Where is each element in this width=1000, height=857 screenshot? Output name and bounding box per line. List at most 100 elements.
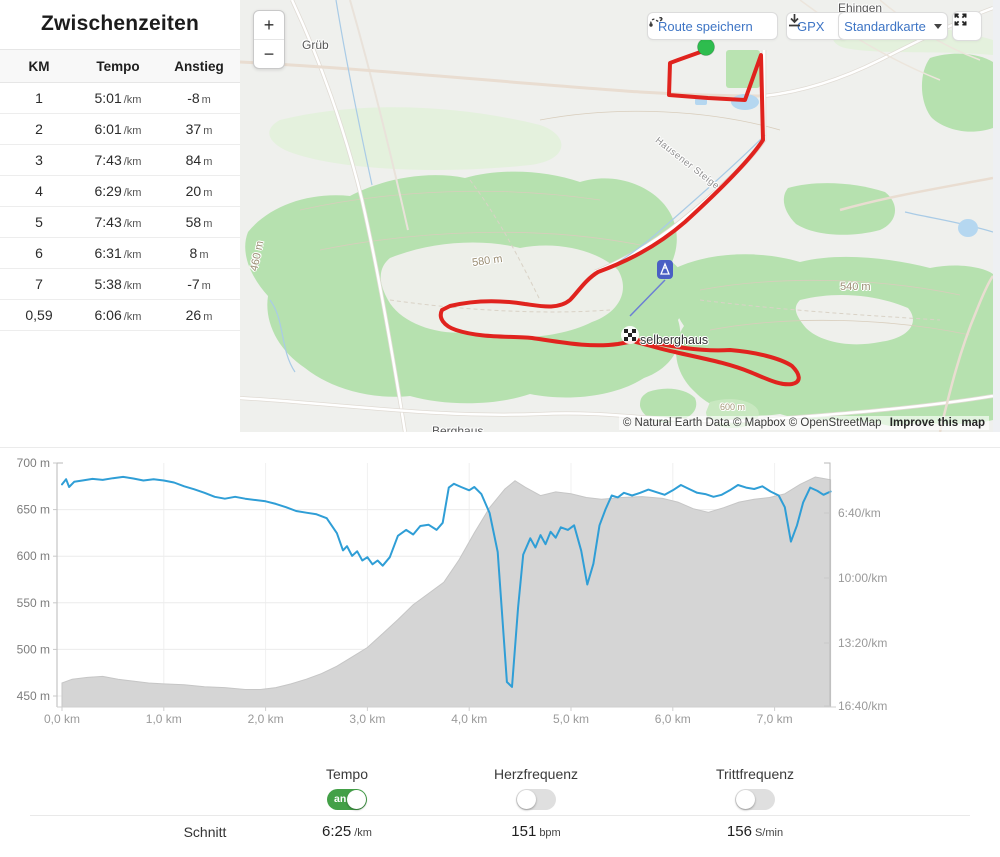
save-route-label: Route speichern — [658, 18, 753, 34]
zoom-out-button[interactable]: − — [254, 39, 284, 68]
average-cadence-value: 156 — [726, 823, 752, 840]
axis-tick-label: 650 m — [17, 503, 50, 517]
fullscreen-icon — [954, 13, 967, 26]
table-row[interactable]: 6 6:31/km 8 m — [0, 237, 240, 269]
splits-table: KM Tempo Anstieg 1 5:01/km -8 m 2 6:01/km 37 m 3… — [0, 49, 240, 331]
map-label-village: Grüb — [302, 38, 329, 52]
map-label-contour-540: 540 m — [840, 281, 871, 293]
heartrate-toggle[interactable] — [516, 789, 556, 810]
tempo-cell: 6:31/km — [78, 237, 158, 269]
axis-tick-label: 1,0 km — [146, 712, 182, 726]
table-row[interactable]: 1 5:01/km -8 m — [0, 82, 240, 114]
summary-divider — [30, 815, 970, 816]
heartrate-label: Herzfrequenz — [493, 766, 579, 782]
axis-tick-label: 6:40/km — [838, 506, 881, 520]
table-row[interactable]: 4 6:29/km 20 m — [0, 175, 240, 207]
viewpoint-poi-icon — [657, 260, 673, 279]
cadence-label: Trittfrequenz — [715, 766, 795, 782]
axis-tick-label: 5,0 km — [553, 712, 589, 726]
col-header-tempo: Tempo — [78, 49, 158, 83]
scrollbar[interactable] — [993, 0, 1000, 432]
toggle-state-label: an — [334, 793, 347, 805]
km-cell: 5 — [0, 206, 78, 238]
axis-tick-label: 450 m — [17, 689, 50, 703]
route-icon — [649, 16, 663, 27]
col-header-km: KM — [0, 49, 78, 83]
toggle-knob — [517, 790, 536, 809]
map-label-town: Ehingen — [838, 1, 883, 15]
cadence-toggle-group: Trittfrequenz — [695, 766, 815, 815]
tempo-cell: 5:38/km — [78, 268, 158, 300]
tempo-cell: 5:01/km — [78, 82, 158, 114]
axis-tick-label: 3,0 km — [349, 712, 385, 726]
average-pace: 6:25/km — [287, 823, 407, 840]
table-row[interactable]: 3 7:43/km 84 m — [0, 144, 240, 176]
cadence-toggle[interactable] — [735, 789, 775, 810]
route-line — [438, 48, 801, 387]
chevron-down-icon — [933, 23, 942, 29]
average-pace-value: 6:25 — [322, 823, 352, 840]
axis-tick-label: 13:20/km — [838, 636, 887, 650]
save-route-button[interactable]: Route speichern — [647, 12, 778, 40]
anstieg-cell: 37 m — [158, 113, 240, 145]
axis-tick-label: 550 m — [17, 596, 50, 610]
axis-tick-label: 4,0 km — [451, 712, 487, 726]
map-zoom-control: + − — [253, 10, 285, 69]
average-heartrate: 151 bpm — [476, 823, 596, 840]
elevation-area — [61, 476, 832, 708]
finish-flag-icon — [621, 326, 639, 344]
gpx-label: GPX — [797, 18, 825, 34]
table-row[interactable]: 0,59 6:06/km 26 m — [0, 299, 240, 331]
km-cell: 7 — [0, 268, 78, 300]
splits-body: 1 5:01/km -8 m 2 6:01/km 37 m 3 7:43/km 84 m 4 6:29/k… — [0, 82, 240, 331]
gpx-download-button[interactable]: GPX — [786, 12, 848, 40]
fullscreen-button[interactable] — [952, 11, 982, 41]
splits-title: Zwischenzeiten — [40, 12, 199, 35]
axis-tick-label: 600 m — [17, 549, 50, 563]
map-label-selberghaus: selberghaus — [640, 333, 709, 347]
axis-tick-label: 500 m — [17, 642, 50, 656]
km-cell: 1 — [0, 82, 78, 114]
axis-tick-label: 700 m — [17, 456, 50, 470]
map-style-dropdown[interactable]: Standardkarte — [838, 12, 948, 40]
map-style-label: Standardkarte — [844, 18, 926, 34]
tempo-toggle[interactable]: an — [327, 789, 367, 810]
map-label-berghaus: Berghaus — [432, 424, 484, 432]
axis-tick-label: 2,0 km — [248, 712, 284, 726]
km-cell: 2 — [0, 113, 78, 145]
elevation-pace-chart[interactable]: 700 m 650 m 600 m 550 m 500 m 450 m 6:40/km 10:… — [0, 440, 1000, 740]
axis-tick-label: 0,0 km — [44, 712, 80, 726]
table-row[interactable]: 7 5:38/km -7 m — [0, 268, 240, 300]
map-attribution: © Natural Earth Data © Mapbox © OpenStre… — [618, 416, 989, 430]
km-cell: 4 — [0, 175, 78, 207]
km-cell: 6 — [0, 237, 78, 269]
table-row[interactable]: 5 7:43/km 58 m — [0, 206, 240, 238]
route-map[interactable]: Ehingen Grüb 580 m 540 m 460 m 600 m sel… — [240, 0, 993, 432]
km-cell: 0,59 — [0, 299, 78, 331]
average-heartrate-value: 151 — [511, 823, 537, 840]
download-icon — [789, 14, 800, 27]
tempo-cell: 7:43/km — [78, 206, 158, 238]
map-canvas — [240, 0, 993, 432]
anstieg-cell: 26 m — [158, 299, 240, 331]
average-row-label: Schnitt — [183, 824, 227, 840]
axis-tick-label: 6,0 km — [655, 712, 691, 726]
tempo-cell: 6:29/km — [78, 175, 158, 207]
tempo-label: Tempo — [325, 766, 369, 782]
km-cell: 3 — [0, 144, 78, 176]
table-row[interactable]: 2 6:01/km 37 m — [0, 113, 240, 145]
improve-map-link[interactable]: Improve this map — [889, 417, 985, 429]
anstieg-cell: -7 m — [158, 268, 240, 300]
average-cadence: 156 S/min — [695, 823, 815, 840]
zoom-in-button[interactable]: + — [263, 15, 275, 35]
attribution-text: © Natural Earth Data © Mapbox © OpenStre… — [622, 417, 882, 429]
anstieg-cell: -8 m — [158, 82, 240, 114]
anstieg-cell: 20 m — [158, 175, 240, 207]
toggle-knob — [347, 790, 366, 809]
average-heartrate-unit: bpm — [539, 827, 561, 839]
start-marker — [697, 38, 715, 56]
anstieg-cell: 84 m — [158, 144, 240, 176]
section-divider — [0, 447, 1000, 448]
